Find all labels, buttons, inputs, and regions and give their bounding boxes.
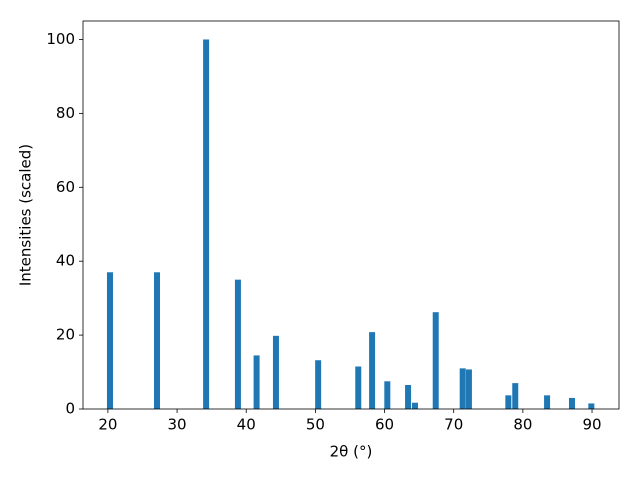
bar: [106, 272, 113, 409]
bar: [465, 369, 472, 409]
bar: [432, 312, 439, 409]
bar: [203, 39, 210, 409]
bar: [154, 272, 161, 409]
bar: [512, 383, 519, 409]
bar: [568, 397, 575, 409]
x-tick-label: 50: [306, 416, 325, 434]
bar: [253, 355, 260, 409]
y-tick-label: 20: [56, 326, 75, 344]
bar: [505, 395, 512, 409]
bar: [405, 384, 412, 409]
bar: [384, 381, 391, 409]
x-tick-label: 40: [237, 416, 256, 434]
x-axis-label: 2θ (°): [330, 443, 373, 461]
bar: [459, 368, 466, 409]
x-tick-label: 60: [375, 416, 394, 434]
x-tick-label: 80: [513, 416, 532, 434]
y-tick-label: 80: [56, 104, 75, 122]
y-tick-label: 40: [56, 252, 75, 270]
bar: [369, 332, 376, 409]
bar: [588, 403, 595, 409]
x-tick-label: 90: [582, 416, 601, 434]
bar: [234, 279, 241, 409]
bar: [355, 366, 362, 409]
y-tick-label: 0: [65, 400, 75, 418]
y-axis-label: Intensities (scaled): [17, 144, 35, 286]
bar: [544, 395, 551, 409]
bar: [272, 335, 279, 409]
x-tick-label: 30: [168, 416, 187, 434]
bar: [315, 360, 322, 409]
x-tick-label: 70: [444, 416, 463, 434]
x-tick-label: 20: [98, 416, 117, 434]
plot-frame: [82, 20, 620, 410]
y-tick-label: 60: [56, 178, 75, 196]
y-tick-label: 100: [46, 30, 75, 48]
bar: [411, 402, 418, 409]
